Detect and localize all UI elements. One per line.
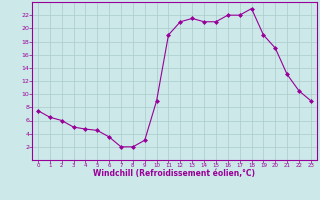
X-axis label: Windchill (Refroidissement éolien,°C): Windchill (Refroidissement éolien,°C): [93, 169, 255, 178]
